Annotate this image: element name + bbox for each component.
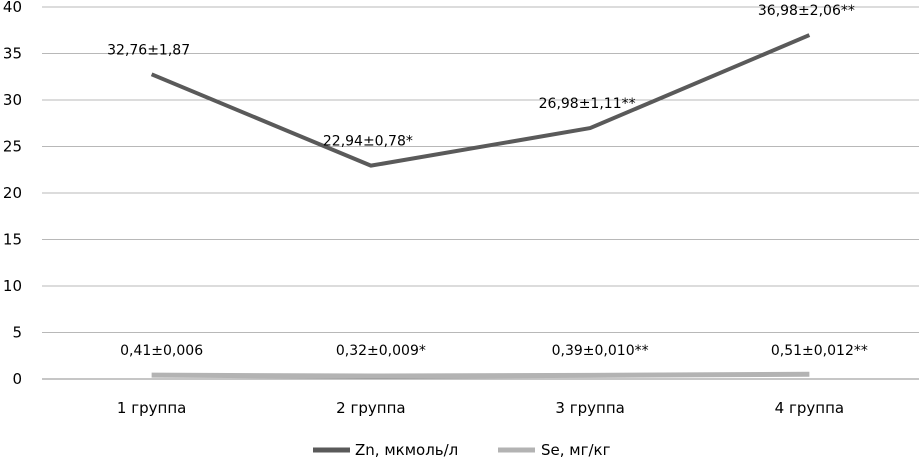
- x-tick-label: 3 группа: [555, 399, 624, 417]
- grid-lines: [42, 6, 919, 380]
- data-label: 0,51±0,012**: [771, 343, 868, 359]
- y-tick-label: 5: [12, 324, 22, 342]
- y-tick-label: 20: [3, 184, 22, 202]
- y-tick-label: 25: [3, 138, 22, 156]
- data-label: 36,98±2,06**: [758, 3, 855, 19]
- y-tick-label: 30: [3, 91, 22, 109]
- y-tick-label: 15: [3, 231, 22, 249]
- y-tick-label: 40: [3, 0, 22, 16]
- legend-label-0: Zn, мкмоль/л: [355, 441, 458, 459]
- series-lines: [150, 33, 811, 379]
- y-tick-label: 10: [3, 277, 22, 295]
- x-tick-label: 1 группа: [117, 399, 186, 417]
- series-line-1: [151, 371, 810, 379]
- y-tick-label: 35: [3, 45, 22, 63]
- y-axis-ticks: 0 5 10 15 20 25 30 35 40: [3, 0, 22, 388]
- legend-label-1: Se, мг/кг: [541, 441, 611, 459]
- data-label: 0,39±0,010**: [552, 343, 649, 359]
- data-label: 22,94±0,78*: [323, 134, 413, 150]
- x-tick-label: 2 группа: [336, 399, 405, 417]
- data-label: 32,76±1,87: [107, 42, 190, 58]
- data-labels: 32,76±1,87 22,94±0,78* 26,98±1,11** 36,98±2…: [107, 3, 868, 359]
- y-tick-label: 0: [12, 370, 22, 388]
- data-label: 26,98±1,11**: [539, 96, 636, 112]
- data-label: 0,32±0,009*: [336, 343, 426, 359]
- data-label: 0,41±0,006: [120, 343, 203, 359]
- legend: Zn, мкмоль/л Se, мг/кг: [313, 441, 611, 459]
- series-line-0: [150, 33, 811, 168]
- x-axis-ticks: 1 группа 2 группа 3 группа 4 группа: [117, 399, 844, 417]
- x-tick-label: 4 группа: [775, 399, 844, 417]
